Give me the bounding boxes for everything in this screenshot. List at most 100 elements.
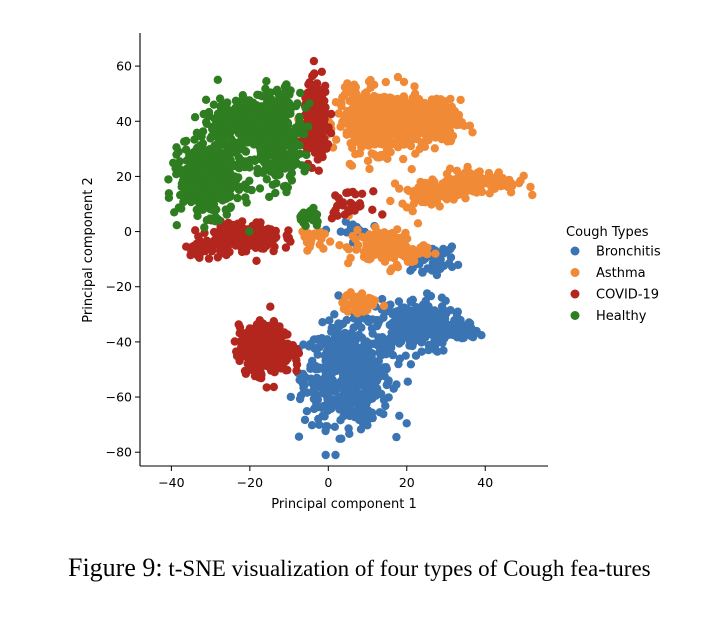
data-point: [437, 293, 447, 302]
data-point: [314, 342, 323, 352]
data-point: [365, 164, 374, 174]
data-point: [412, 94, 421, 104]
data-point: [176, 190, 185, 200]
data-point: [351, 292, 360, 301]
x-tick-label: 0: [324, 475, 332, 490]
scatter-chart: −40 −20 0 20 40 −80 −60 −40 −20 0 20 40 60 Principa…: [81, 33, 661, 512]
data-point: [465, 180, 474, 189]
data-point: [230, 337, 239, 346]
data-point: [429, 324, 439, 333]
data-point: [240, 366, 250, 376]
data-point: [432, 94, 441, 104]
data-point: [335, 434, 344, 443]
y-axis-ticks: −80 −60 −40 −20 0 20 40 60: [106, 59, 140, 460]
data-point: [342, 130, 351, 139]
data-point: [241, 193, 250, 202]
data-point: [314, 166, 323, 175]
data-point: [242, 330, 252, 339]
data-point: [296, 149, 305, 158]
data-point: [351, 190, 360, 199]
data-point: [375, 364, 384, 373]
data-point: [283, 120, 293, 130]
data-point: [340, 90, 350, 99]
data-point: [347, 161, 357, 170]
data-point: [292, 366, 301, 375]
data-point: [371, 229, 380, 238]
data-point: [175, 164, 184, 174]
data-point: [427, 266, 437, 275]
data-point: [243, 131, 253, 141]
data-point: [256, 146, 265, 156]
data-point: [325, 237, 335, 246]
data-point: [236, 336, 246, 346]
data-point: [261, 353, 270, 362]
data-point: [250, 222, 260, 231]
data-point: [398, 199, 407, 208]
data-point: [285, 135, 294, 144]
data-point: [301, 221, 310, 231]
data-point: [429, 185, 438, 194]
data-point: [272, 115, 281, 125]
data-point: [351, 306, 360, 316]
data-point: [397, 333, 406, 342]
data-point: [362, 250, 371, 260]
data-point: [516, 176, 525, 185]
y-tick-label: −60: [106, 390, 132, 405]
data-point: [278, 361, 287, 371]
legend-label: Asthma: [596, 266, 646, 281]
data-point: [392, 380, 401, 389]
data-point: [269, 382, 278, 392]
data-point: [440, 97, 450, 106]
data-point: [266, 125, 276, 135]
data-point: [385, 125, 394, 135]
legend-marker: [570, 311, 580, 320]
legend-label: Bronchitis: [596, 245, 661, 260]
data-point: [477, 331, 486, 340]
data-point: [169, 158, 178, 167]
data-point: [395, 131, 404, 140]
data-point: [342, 243, 351, 252]
data-point: [190, 135, 199, 144]
data-point: [380, 228, 389, 237]
data-point: [345, 365, 354, 374]
data-point: [283, 330, 292, 339]
data-point: [317, 234, 326, 243]
data-point: [340, 113, 349, 123]
data-point: [461, 174, 470, 183]
data-point: [382, 250, 392, 259]
data-point: [353, 225, 362, 235]
data-point: [367, 236, 376, 246]
data-point: [354, 389, 364, 398]
data-point: [245, 324, 255, 333]
data-point: [238, 352, 247, 361]
data-point: [409, 131, 418, 141]
data-point: [251, 369, 260, 379]
data-point: [386, 111, 395, 120]
data-point: [313, 155, 322, 164]
data-point: [347, 115, 357, 125]
data-point: [456, 95, 465, 105]
data-point: [406, 329, 416, 338]
data-point: [356, 201, 365, 211]
data-point: [430, 177, 439, 186]
data-point: [318, 318, 327, 327]
data-point: [233, 160, 242, 169]
data-point: [406, 360, 416, 369]
data-point: [367, 149, 376, 158]
data-point: [377, 294, 387, 304]
data-point: [312, 132, 322, 141]
data-point: [359, 370, 368, 379]
data-point: [473, 168, 482, 177]
data-point: [448, 114, 457, 123]
data-point: [321, 450, 330, 460]
legend-label: COVID-19: [596, 288, 659, 303]
data-point: [431, 249, 440, 258]
data-point: [485, 189, 494, 198]
data-point: [375, 408, 384, 417]
data-point: [453, 260, 463, 270]
data-point: [307, 421, 317, 430]
data-point: [262, 344, 271, 353]
data-point: [334, 109, 343, 118]
data-point: [348, 231, 357, 241]
data-point: [336, 99, 346, 108]
